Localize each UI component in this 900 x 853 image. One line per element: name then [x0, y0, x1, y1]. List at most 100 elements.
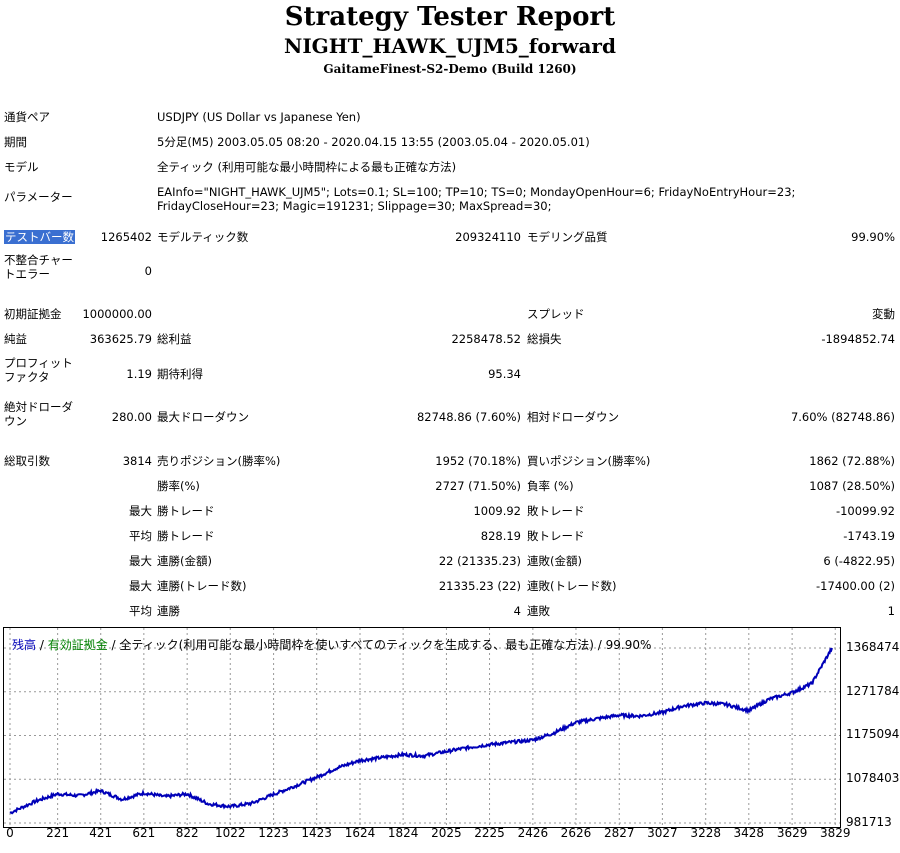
- x-tick-label: 1624: [344, 826, 376, 840]
- x-tick-label: 3228: [690, 826, 721, 840]
- long-positions-label: 買いポジション(勝率%): [527, 454, 651, 468]
- x-tick-label: 1824: [387, 826, 419, 840]
- short-positions-label: 売りポジション(勝率%): [157, 454, 281, 468]
- cons-wins-money-label: 連勝(金額): [157, 554, 212, 568]
- params-value: EAInfo="NIGHT_HAWK_UJM5"; Lots=0.1; SL=1…: [157, 185, 796, 213]
- x-tick-label: 3428: [733, 826, 765, 840]
- x-tick-label: 1223: [258, 826, 289, 840]
- avg-win-label: 勝トレード: [157, 529, 215, 543]
- avg-word: 平均: [129, 529, 152, 543]
- cons-wins-money-value: 22 (21335.23): [438, 554, 521, 568]
- cons-losses-money-value: 6 (-4822.95): [823, 554, 895, 568]
- y-tick-label: 1175094: [846, 727, 900, 742]
- quality-label: モデリング品質: [527, 230, 608, 244]
- mismatch-label: 不整合チャートエラー: [4, 253, 73, 281]
- ticks-value: 209324110: [455, 230, 521, 244]
- bars-value: 1265402: [100, 230, 152, 244]
- max-word: 最大: [129, 554, 152, 568]
- model-value: 全ティック (利用可能な最小時間枠による最も正確な方法): [157, 160, 457, 174]
- loss-trades-value: 1087 (28.50%): [809, 479, 895, 493]
- spread-label: スプレッド: [527, 307, 585, 321]
- largest-loss-label: 敗トレード: [527, 504, 585, 518]
- legend-balance: 残高: [12, 638, 37, 652]
- legend-equity: 有効証拠金: [47, 638, 108, 652]
- params-label: パラメーター: [4, 190, 73, 204]
- gross-profit-label: 総利益: [157, 332, 192, 346]
- profit-trades-value: 2727 (71.50%): [435, 479, 521, 493]
- spread-value: 変動: [872, 307, 895, 321]
- avg-cons-wins-label: 連勝: [157, 604, 180, 618]
- profit-trades-label: 勝率(%): [157, 479, 200, 493]
- x-tick-label: 1423: [301, 826, 332, 840]
- period-label: 期間: [4, 135, 27, 149]
- short-positions-value: 1952 (70.18%): [435, 454, 521, 468]
- profit-factor-label: プロフィットファクタ: [4, 356, 73, 384]
- legend-description: / 全ティック(利用可能な最小時間枠を使いすべてのティックを生成する、最も正確な…: [107, 638, 652, 652]
- long-positions-value: 1862 (72.88%): [809, 454, 895, 468]
- period-value: 5分足(M5) 2003.05.05 08:20 - 2020.04.15 13…: [157, 135, 590, 149]
- x-tick-label: 421: [89, 826, 113, 840]
- server-build: GaitameFinest-S2-Demo (Build 1260): [323, 62, 577, 76]
- quality-value: 99.90%: [851, 230, 895, 244]
- x-tick-label: 2025: [431, 826, 462, 840]
- avg-loss-value: -1743.19: [843, 529, 895, 543]
- expected-payoff-value: 95.34: [488, 367, 521, 381]
- net-value: 363625.79: [89, 332, 152, 346]
- largest-loss-value: -10099.92: [835, 504, 895, 518]
- net-label: 純益: [4, 332, 27, 346]
- x-tick-label: 3027: [647, 826, 678, 840]
- mismatch-value: 0: [144, 264, 152, 278]
- x-tick-label: 3629: [776, 826, 808, 840]
- deposit-value: 1000000.00: [82, 307, 152, 321]
- avg-cons-losses-label: 連敗: [527, 604, 550, 618]
- x-tick-label: 2426: [517, 826, 549, 840]
- largest-win-value: 1009.92: [473, 504, 521, 518]
- y-tick-label: 981713: [846, 815, 892, 829]
- y-tick-label: 1368474: [846, 640, 900, 654]
- gross-loss-label: 総損失: [527, 332, 562, 346]
- bars-label[interactable]: テストバー数: [4, 230, 75, 244]
- max-word: 最大: [129, 579, 152, 593]
- y-tick-label: 1271784: [846, 683, 900, 698]
- rel-drawdown-value: 7.60% (82748.86): [790, 410, 895, 424]
- model-label: モデル: [4, 160, 39, 174]
- cons-loss-label: 連敗(トレード数): [527, 579, 617, 593]
- pair-value: USDJPY (US Dollar vs Japanese Yen): [157, 110, 361, 124]
- loss-trades-label: 負率 (%): [527, 479, 574, 493]
- chart-svg: [4, 628, 840, 827]
- chart-legend: 残高 / 有効証拠金 / 全ティック(利用可能な最小時間枠を使いすべてのティック…: [12, 636, 651, 653]
- profit-factor-value: 1.19: [126, 367, 152, 381]
- balance-series-line: [9, 647, 833, 815]
- ea-name: NIGHT_HAWK_UJM5_forward: [284, 34, 616, 58]
- balance-chart: 残高 / 有効証拠金 / 全ティック(利用可能な最小時間枠を使いすべてのティック…: [3, 627, 841, 828]
- max-drawdown-value: 82748.86 (7.60%): [416, 410, 521, 424]
- avg-cons-losses-value: 1: [887, 604, 895, 618]
- x-tick-label: 221: [46, 826, 70, 840]
- cons-profit-value: 21335.23 (22): [438, 579, 521, 593]
- max-word: 最大: [129, 504, 152, 518]
- x-tick-label: 3829: [819, 826, 851, 840]
- gross-profit-value: 2258478.52: [451, 332, 521, 346]
- avg-loss-label: 敗トレード: [527, 529, 585, 543]
- x-tick-label: 1022: [214, 826, 246, 840]
- x-tick-label: 822: [175, 826, 199, 840]
- rel-drawdown-label: 相対ドローダウン: [527, 410, 619, 424]
- cons-profit-label: 連勝(トレード数): [157, 579, 247, 593]
- x-tick-label: 2827: [603, 826, 635, 840]
- deposit-label: 初期証拠金: [4, 307, 62, 321]
- max-drawdown-label: 最大ドローダウン: [157, 410, 249, 424]
- x-tick-label: 621: [132, 826, 156, 840]
- avg-word: 平均: [129, 604, 152, 618]
- largest-win-label: 勝トレード: [157, 504, 215, 518]
- avg-win-value: 828.19: [480, 529, 521, 543]
- total-trades-value: 3814: [122, 454, 152, 468]
- cons-losses-money-label: 連敗(金額): [527, 554, 582, 568]
- x-tick-label: 0: [6, 826, 14, 840]
- ticks-label: モデルティック数: [157, 230, 249, 244]
- y-tick-label: 1078403: [846, 771, 900, 786]
- x-tick-label: 2225: [474, 826, 505, 840]
- abs-drawdown-value: 280.00: [111, 410, 152, 424]
- abs-drawdown-label: 絶対ドローダウン: [4, 400, 73, 428]
- total-trades-label: 総取引数: [4, 454, 50, 468]
- gross-loss-value: -1894852.74: [821, 332, 895, 346]
